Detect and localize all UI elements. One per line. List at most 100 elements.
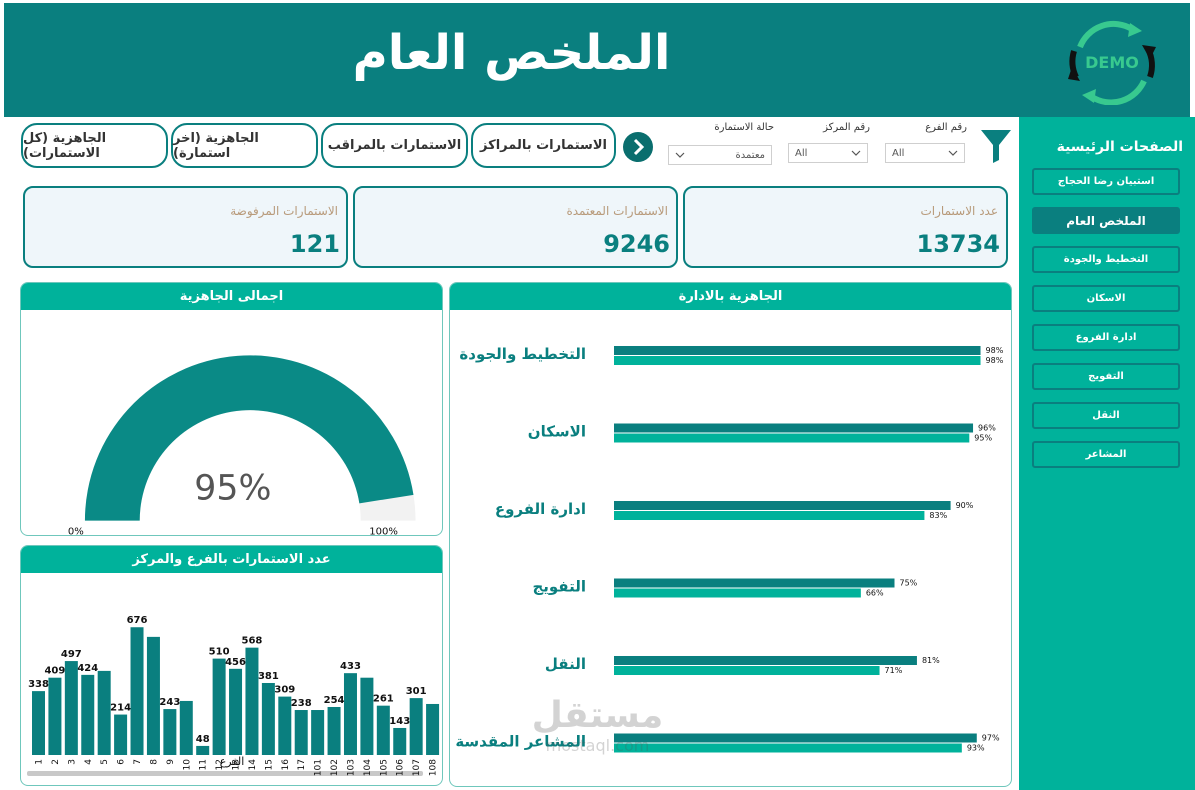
branch-filter-value: All — [892, 147, 905, 159]
next-arrow-button[interactable] — [623, 132, 653, 162]
dept-readiness-panel: الجاهزية بالادارة التخطيط والجودة 98% 98% ا… — [449, 282, 1012, 787]
dept-bar-b-label: 83% — [929, 511, 947, 520]
kpi-approved-forms: الاستمارات المعتمدة 9246 — [353, 186, 678, 268]
center-filter-label: رقم المركز — [823, 122, 870, 133]
dept-bar-a-label: 96% — [978, 424, 996, 433]
watermark: مستقل mostaql.com — [515, 695, 680, 756]
column-data-label: 381 — [258, 671, 279, 682]
dept-category-label: الاسكان — [528, 423, 586, 441]
dept-bar-a — [614, 656, 917, 665]
column-data-label: 143 — [389, 716, 410, 727]
gauge-panel: اجمالى الجاهزية 95% 0% 100% — [20, 282, 443, 536]
dept-category-label: ادارة الفروع — [495, 500, 586, 518]
column-bar — [360, 677, 374, 755]
branch-column-chart: الفرع 338 1 409 2 497 3 424 4 5 214 6 676 7 8 243 9 10 48… — [27, 615, 440, 776]
gauge-min-label: 0% — [68, 526, 84, 535]
column-x-tick: 4 — [84, 759, 94, 765]
pill-readiness-last[interactable]: الجاهزية (اخر استمارة) — [171, 123, 318, 168]
column-x-tick: 102 — [330, 759, 340, 776]
column-bar — [97, 670, 111, 755]
column-data-label: 676 — [127, 615, 148, 626]
column-data-label: 510 — [209, 647, 230, 658]
branch-chart-panel: عدد الاستمارات بالفرع والمركز الفرع 338 1… — [20, 545, 443, 786]
dept-readiness-title: الجاهزية بالادارة — [450, 283, 1011, 310]
kpi-approved-value: 9246 — [603, 230, 670, 258]
column-data-label: 48 — [196, 734, 210, 745]
chart-x-axis-title: الفرع — [220, 755, 245, 768]
sidebar-item-transport[interactable]: النقل — [1032, 402, 1180, 429]
dept-bar-a — [614, 501, 951, 510]
dept-bar-a-label: 75% — [900, 579, 918, 588]
column-x-tick: 13 — [232, 759, 242, 770]
column-data-label: 433 — [340, 661, 361, 672]
dept-bar-a — [614, 733, 977, 743]
kpi-rejected-label: الاستمارات المرفوضة — [230, 204, 338, 218]
chart-scrollbar[interactable] — [27, 771, 423, 776]
column-x-tick: 10 — [182, 759, 192, 771]
column-x-tick: 1 — [35, 759, 45, 765]
sidebar-item-branches[interactable]: ادارة الفروع — [1032, 324, 1180, 351]
column-data-label: 309 — [274, 685, 295, 696]
sidebar-item-summary[interactable]: الملخص العام — [1032, 207, 1180, 234]
gauge-value-label: 95% — [194, 469, 271, 509]
column-bar — [196, 745, 210, 755]
sidebar: الصفحات الرئيسية استبيان رضا الحجاج المل… — [1019, 117, 1195, 790]
dept-bar-a-label: 90% — [956, 501, 974, 510]
dept-bar-b — [614, 356, 981, 365]
dept-bar-b-label: 66% — [866, 589, 884, 598]
dept-bar-b — [614, 433, 970, 443]
status-filter-select[interactable]: معتمدة — [668, 145, 772, 165]
chevron-down-icon — [948, 150, 958, 156]
column-x-tick: 6 — [117, 759, 127, 765]
kpi-rejected-value: 121 — [289, 230, 340, 258]
dept-category-label: المشاعر المقدسة — [455, 733, 586, 751]
column-bar — [426, 703, 440, 755]
dept-bar-b — [614, 743, 962, 753]
column-data-label: 424 — [77, 663, 98, 674]
pill-forms-by-center[interactable]: الاستمارات بالمراكز — [471, 123, 616, 168]
dept-bar-a-label: 97% — [982, 734, 1000, 743]
chevron-down-icon — [675, 152, 685, 158]
demo-logo: DEMO — [1068, 20, 1156, 105]
column-bar — [130, 627, 144, 755]
column-x-tick: 12 — [215, 759, 225, 770]
column-bar — [163, 709, 177, 755]
column-x-tick: 8 — [149, 759, 159, 765]
filter-icon[interactable] — [980, 128, 1012, 164]
column-data-label: 338 — [28, 679, 49, 690]
dept-bar-a-label: 81% — [922, 656, 940, 665]
sidebar-item-dispatch[interactable]: التفويج — [1032, 363, 1180, 390]
dept-bar-a-label: 98% — [986, 346, 1004, 355]
column-bar — [393, 727, 407, 755]
column-bar — [278, 696, 292, 755]
kpi-total-value: 13734 — [916, 230, 1001, 258]
column-data-label: 301 — [406, 686, 427, 697]
dept-readiness-chart: التخطيط والجودة 98%98% الاسكان 96%95% ادارة … — [455, 345, 1004, 753]
column-x-tick: 104 — [363, 759, 373, 776]
column-bar — [48, 677, 62, 755]
kpi-total-forms: عدد الاستمارات 13734 — [683, 186, 1008, 268]
column-bar — [179, 700, 193, 755]
column-bar — [32, 691, 45, 755]
column-bar — [212, 658, 226, 755]
column-bar — [376, 705, 390, 755]
sidebar-item-planning-quality[interactable]: التخطيط والجودة — [1032, 246, 1180, 273]
column-bar — [229, 668, 243, 755]
center-filter-select[interactable]: All — [788, 143, 868, 163]
watermark-text: مستقل — [531, 695, 664, 736]
column-bar — [245, 647, 259, 755]
column-bar — [343, 673, 357, 755]
column-x-tick: 16 — [281, 759, 291, 771]
sidebar-item-housing[interactable]: الاسكان — [1032, 285, 1180, 312]
column-x-tick: 101 — [314, 759, 324, 776]
branch-filter-label: رقم الفرع — [925, 122, 967, 133]
sidebar-item-pilgrim-survey[interactable]: استبيان رضا الحجاج — [1032, 168, 1180, 195]
kpi-total-label: عدد الاستمارات — [920, 204, 999, 218]
pill-readiness-all[interactable]: الجاهزية (كل الاستمارات) — [21, 123, 168, 168]
column-x-tick: 108 — [429, 759, 439, 776]
sidebar-item-holy-sites[interactable]: المشاعر — [1032, 441, 1180, 468]
pill-forms-by-supervisor[interactable]: الاستمارات بالمراقب — [321, 123, 468, 168]
branch-filter-select[interactable]: All — [885, 143, 965, 163]
header-bar: الملخص العام DEMO — [4, 3, 1190, 117]
dept-bar-b-label: 71% — [885, 666, 903, 675]
